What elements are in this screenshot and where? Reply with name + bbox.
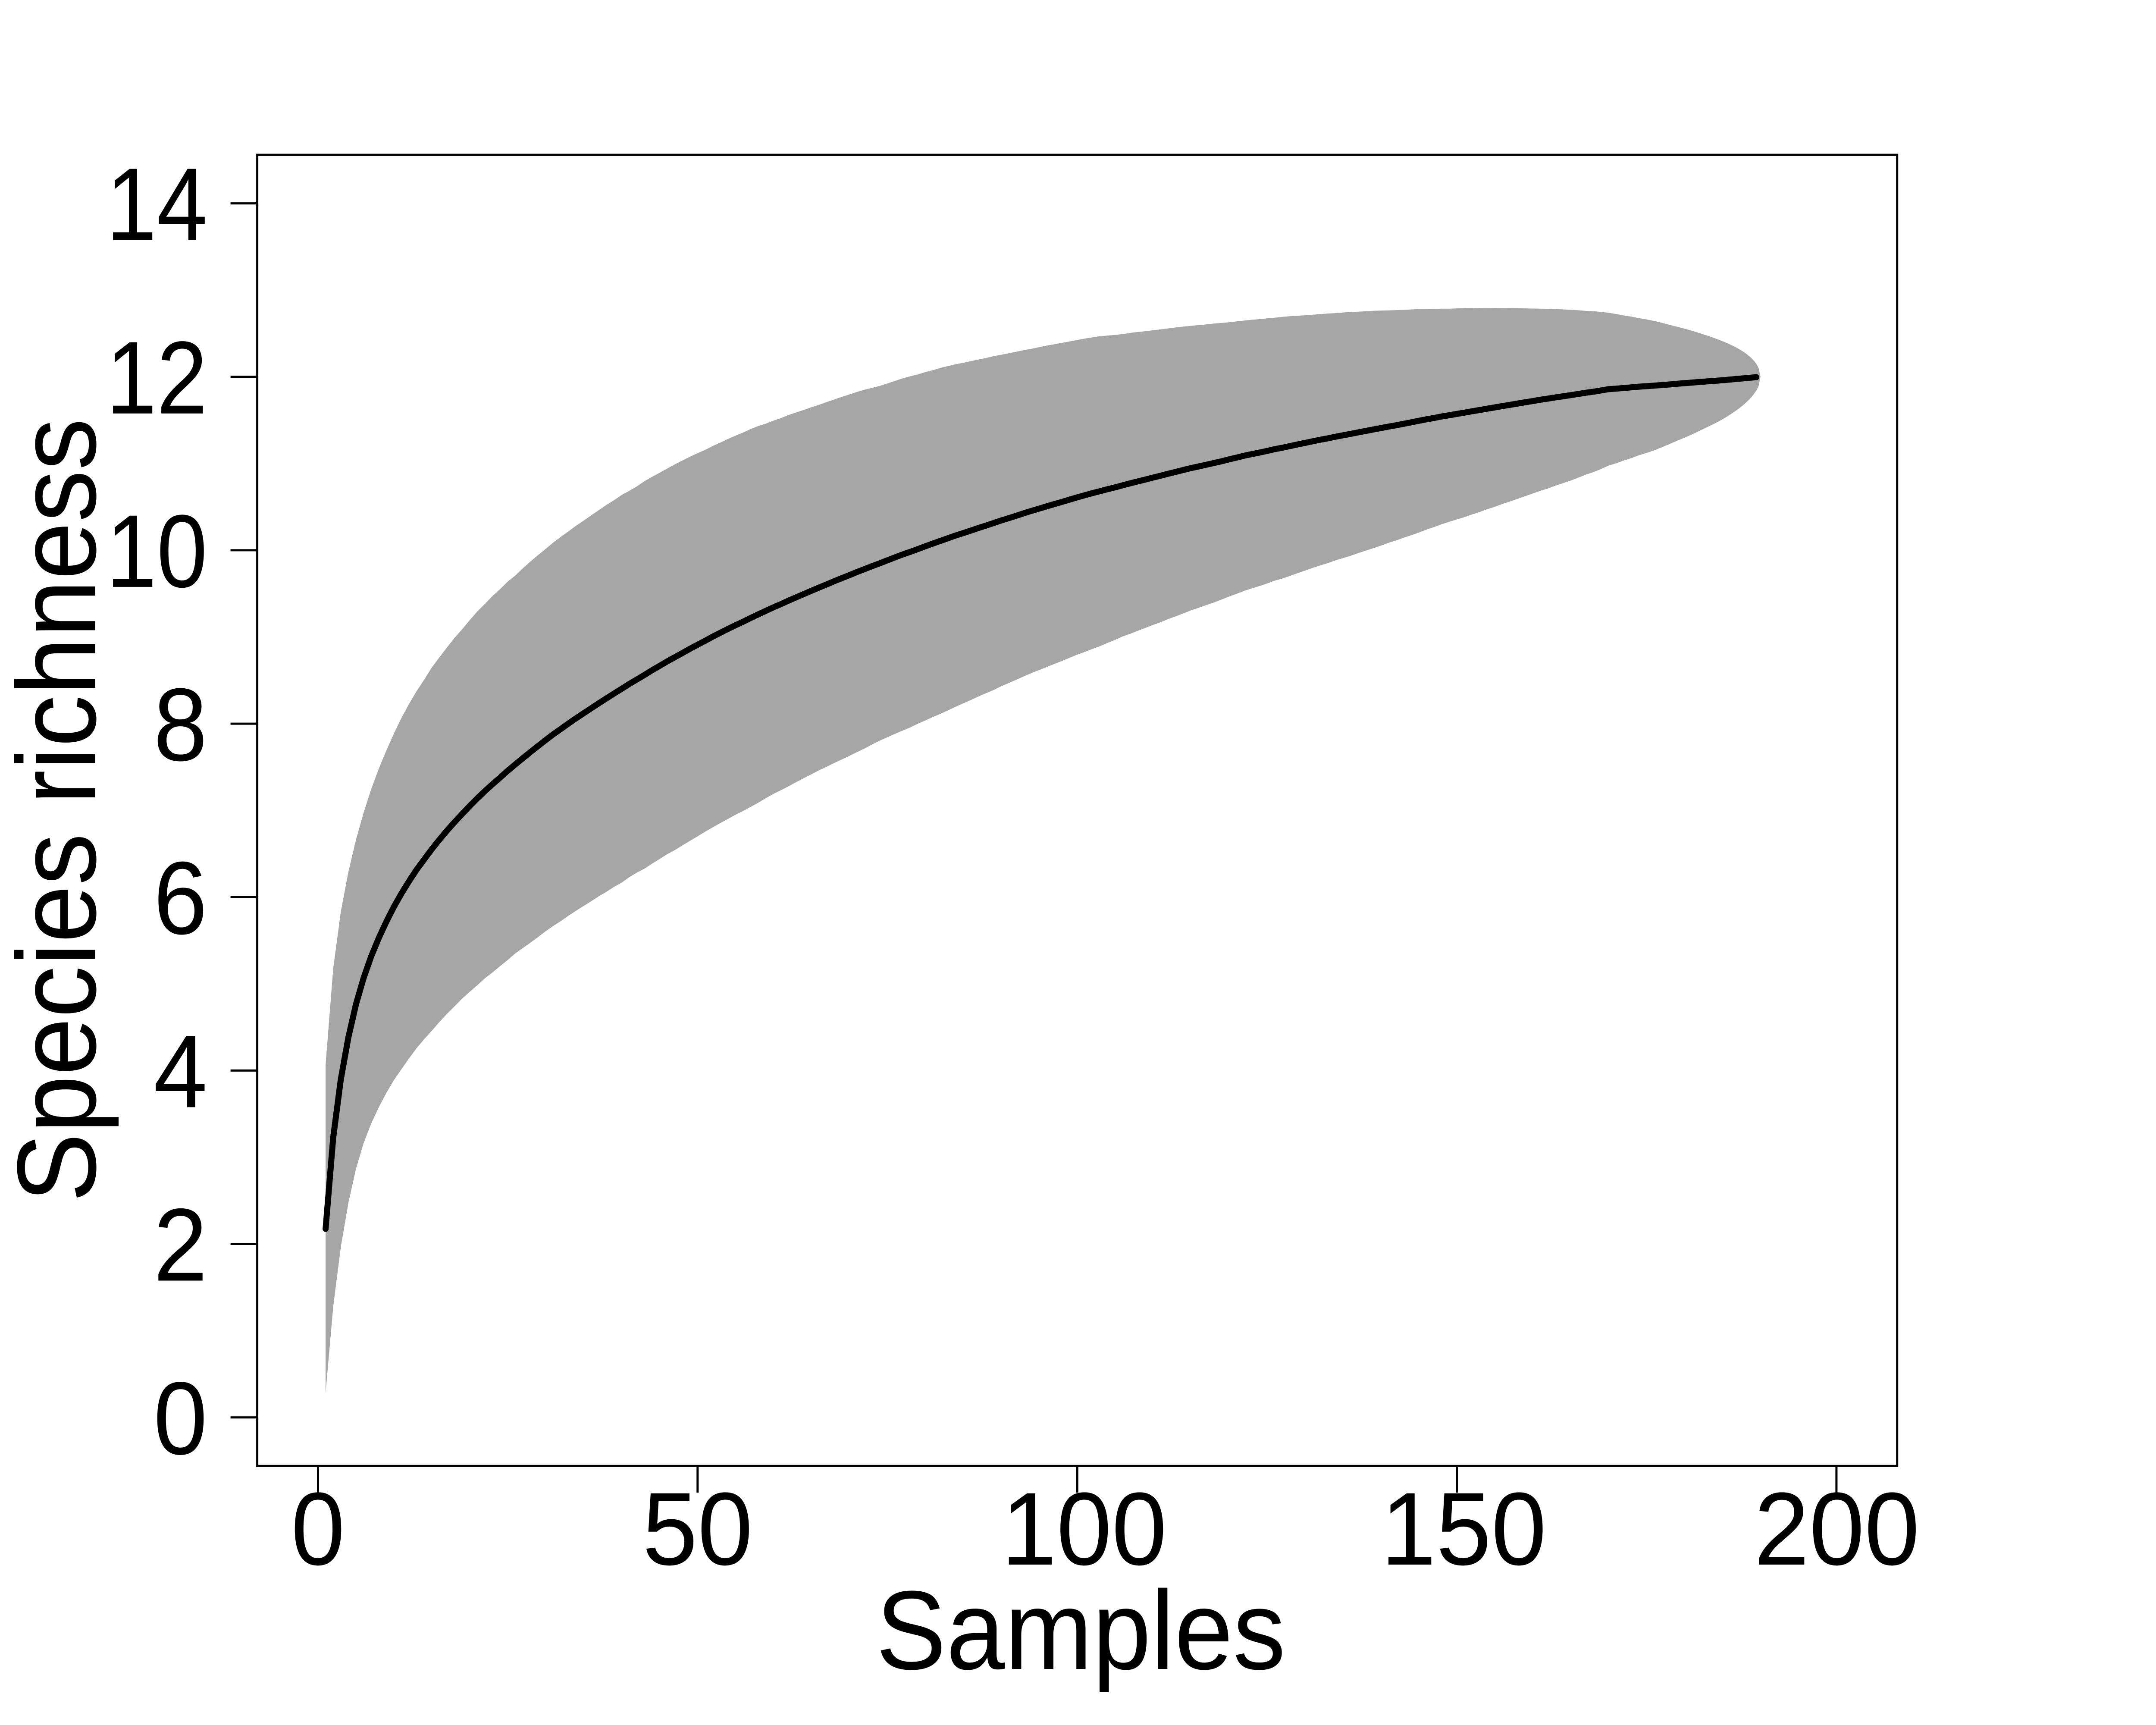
- svg-text:0: 0: [291, 1471, 345, 1587]
- svg-text:richness: richness: [0, 418, 119, 805]
- svg-text:4: 4: [154, 1013, 207, 1129]
- svg-text:150: 150: [1381, 1471, 1547, 1587]
- svg-text:12: 12: [106, 320, 207, 436]
- svg-text:200: 200: [1754, 1471, 1920, 1587]
- svg-text:14: 14: [106, 147, 207, 262]
- svg-text:10: 10: [106, 493, 207, 609]
- svg-text:100: 100: [1001, 1471, 1167, 1587]
- svg-text:Samples: Samples: [876, 1568, 1286, 1694]
- svg-text:50: 50: [642, 1471, 753, 1587]
- svg-text:6: 6: [154, 840, 207, 956]
- svg-text:0: 0: [154, 1361, 207, 1476]
- svg-text:Species: Species: [0, 833, 120, 1202]
- svg-text:2: 2: [154, 1187, 207, 1303]
- svg-text:8: 8: [154, 667, 207, 782]
